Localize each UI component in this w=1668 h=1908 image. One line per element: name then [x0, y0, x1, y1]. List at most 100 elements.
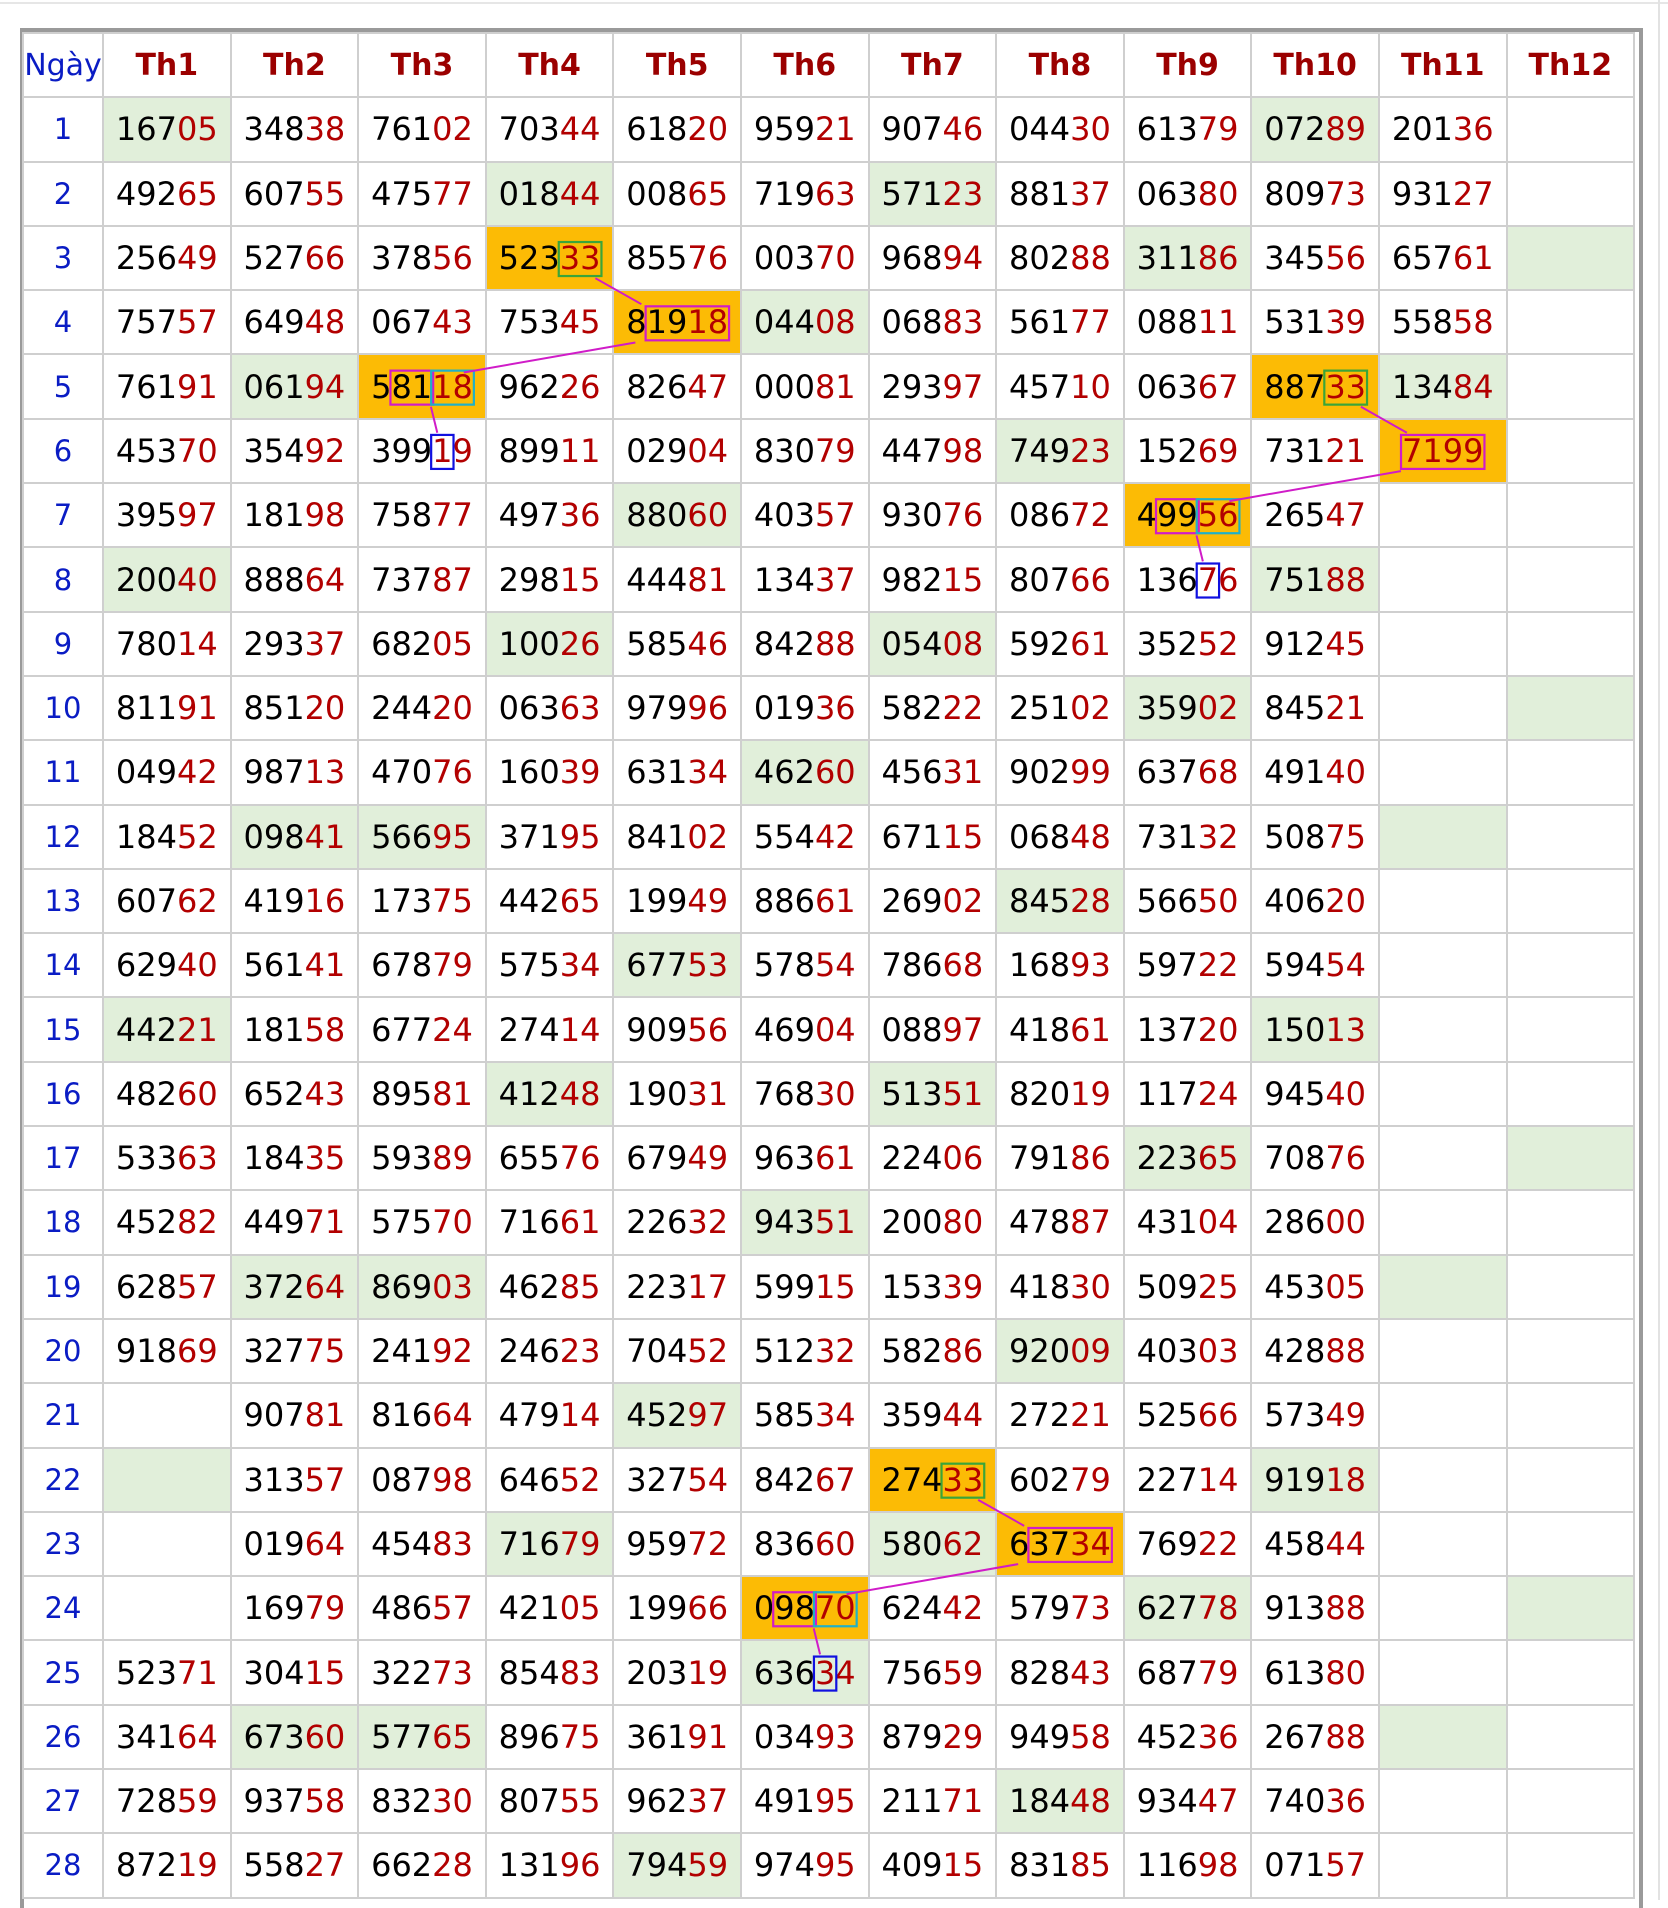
result-number: 75345 [498, 303, 601, 342]
result-cell: 76922 [1122, 1510, 1253, 1578]
result-cell [1377, 867, 1508, 935]
result-cell: 26788 [1250, 1703, 1380, 1771]
result-number: 85483 [498, 1653, 601, 1692]
result-number: 42105 [498, 1589, 601, 1628]
result-cell: 55827 [229, 1832, 360, 1899]
result-cell: 56695 [357, 803, 487, 870]
lottery-results-table: Ngày Th1 Th2 Th3 Th4 Th5 Th6 Th7 Th8 Th9… [22, 31, 1636, 1899]
result-cell: 22714 [1122, 1446, 1253, 1513]
result-number: 98215 [881, 560, 984, 599]
result-cell: 70452 [612, 1317, 742, 1385]
result-cell: 63634 [739, 1639, 870, 1706]
month-header-9: Th9 [1122, 31, 1253, 99]
result-number: 21171 [881, 1782, 984, 1821]
result-number: 60755 [243, 174, 346, 213]
result-cell: 31357 [229, 1446, 360, 1513]
result-cell [1505, 674, 1636, 742]
result-cell: 70344 [484, 96, 615, 163]
result-cell: 27414 [484, 996, 615, 1063]
result-number: 91869 [115, 1332, 218, 1371]
day-number: 11 [22, 739, 104, 806]
result-cell: 65576 [484, 1125, 615, 1192]
result-cell: 11698 [1122, 1832, 1253, 1899]
result-cell [1377, 1575, 1508, 1642]
result-number: 90746 [881, 110, 984, 149]
result-cell: 40915 [867, 1832, 998, 1899]
table-row: 12 18452 09841 56695 37195 84102 55442 67115 068… [22, 803, 1636, 870]
result-cell: 45305 [1250, 1253, 1380, 1320]
result-number: 39597 [115, 496, 218, 535]
result-number: 29337 [243, 624, 346, 663]
result-cell: 75659 [867, 1639, 998, 1706]
result-number: 84102 [626, 817, 729, 856]
day-number: 10 [22, 674, 104, 742]
result-cell: 56650 [1122, 867, 1253, 935]
result-number: 29815 [498, 560, 601, 599]
result-number: 83079 [753, 431, 856, 470]
table-row: 22 31357 08798 64652 32754 84267 27433 60279 227… [22, 1446, 1636, 1513]
result-cell: 44221 [102, 996, 232, 1063]
result-cell: 80755 [484, 1768, 615, 1835]
result-number: 49140 [1264, 753, 1367, 792]
result-cell: 83230 [357, 1768, 487, 1835]
result-cell: 79186 [995, 1125, 1125, 1192]
result-number: 71679 [498, 1524, 601, 1563]
result-number: 90299 [1009, 753, 1111, 792]
day-number: 9 [22, 610, 104, 677]
result-cell: 19031 [612, 1060, 742, 1128]
month-header-5: Th5 [612, 31, 742, 99]
result-number: 06380 [1136, 174, 1239, 213]
result-cell: 81918 [612, 289, 742, 356]
result-cell [1377, 1060, 1508, 1128]
result-cell: 80973 [1250, 160, 1380, 227]
result-cell [1505, 739, 1636, 806]
result-cell: 84267 [739, 1446, 870, 1513]
result-cell: 50875 [1250, 803, 1380, 870]
result-number: 40357 [753, 496, 856, 535]
result-cell: 71963 [739, 160, 870, 227]
result-number: 97996 [626, 689, 729, 728]
result-cell: 00370 [739, 224, 870, 292]
result-cell: 58286 [867, 1317, 998, 1385]
table-row: 8 20040 88864 73787 29815 44481 13437 98215 8076… [22, 546, 1636, 613]
result-number: 45631 [881, 753, 984, 792]
result-number: 44971 [243, 1203, 346, 1242]
result-cell: 13196 [484, 1832, 615, 1899]
result-cell: 32754 [612, 1446, 742, 1513]
result-number: 57765 [371, 1717, 473, 1756]
result-number: 13676 [1136, 560, 1239, 599]
result-number: 79186 [1009, 1139, 1111, 1178]
result-number: 04430 [1009, 110, 1111, 149]
result-number: 37264 [243, 1267, 346, 1306]
result-cell: 28600 [1250, 1189, 1380, 1256]
result-cell: 95921 [739, 96, 870, 163]
result-cell: 13484 [1377, 353, 1508, 420]
result-number: 48657 [371, 1589, 473, 1628]
result-cell: 61379 [1122, 96, 1253, 163]
result-number: 36191 [626, 1717, 729, 1756]
result-cell: 01936 [739, 674, 870, 742]
result-cell: 93447 [1122, 1768, 1253, 1835]
result-cell: 32273 [357, 1639, 487, 1706]
result-number: 25649 [115, 239, 218, 278]
result-cell: 7199 [1377, 417, 1508, 485]
result-cell: 58546 [612, 610, 742, 677]
result-number: 84267 [753, 1460, 856, 1499]
result-cell: 49195 [739, 1768, 870, 1835]
result-cell: 41248 [484, 1060, 615, 1128]
day-number: 19 [22, 1253, 104, 1320]
result-number: 72859 [115, 1782, 218, 1821]
result-cell: 09870 [739, 1575, 870, 1642]
result-number: 85120 [243, 689, 346, 728]
result-number: 96226 [498, 367, 601, 406]
result-number: 70452 [626, 1332, 729, 1371]
result-cell: 26547 [1250, 482, 1380, 549]
result-cell: 84521 [1250, 674, 1380, 742]
result-cell [102, 1382, 232, 1449]
result-cell [1505, 1060, 1636, 1128]
result-cell: 82647 [612, 353, 742, 420]
result-number: 11724 [1136, 1074, 1239, 1113]
page-scrollbar[interactable] [1658, 0, 1660, 1900]
result-cell: 35492 [229, 417, 360, 485]
result-number: 84521 [1264, 689, 1367, 728]
